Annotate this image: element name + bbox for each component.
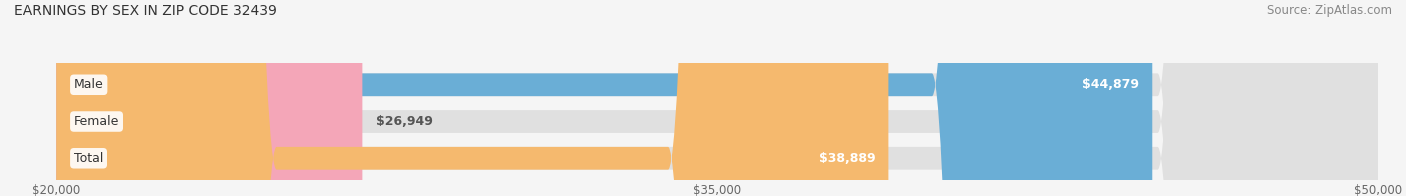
Text: $38,889: $38,889: [818, 152, 875, 165]
Text: EARNINGS BY SEX IN ZIP CODE 32439: EARNINGS BY SEX IN ZIP CODE 32439: [14, 4, 277, 18]
Text: Female: Female: [75, 115, 120, 128]
Text: $26,949: $26,949: [375, 115, 433, 128]
Text: Total: Total: [75, 152, 103, 165]
Text: Male: Male: [75, 78, 104, 91]
FancyBboxPatch shape: [56, 0, 889, 196]
FancyBboxPatch shape: [56, 0, 1378, 196]
FancyBboxPatch shape: [56, 0, 363, 196]
FancyBboxPatch shape: [56, 0, 1378, 196]
Text: Source: ZipAtlas.com: Source: ZipAtlas.com: [1267, 4, 1392, 17]
FancyBboxPatch shape: [56, 0, 1153, 196]
Text: $44,879: $44,879: [1083, 78, 1139, 91]
FancyBboxPatch shape: [56, 0, 1378, 196]
